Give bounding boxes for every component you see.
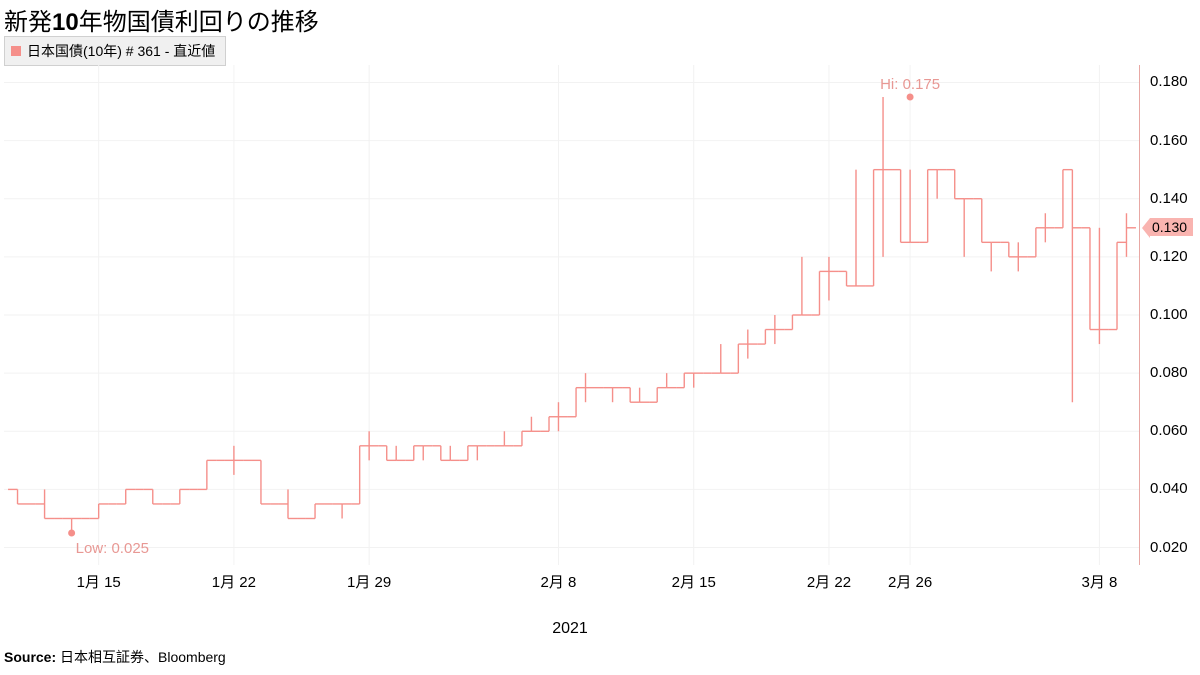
ytick-label: 0.040 xyxy=(1150,480,1188,497)
chart-plot: 1月 15 1月 22 1月 29 2月 8 2月 15 2月 22 2月 26 3月 8 Hi… xyxy=(4,65,1140,600)
title-prefix: 新発 xyxy=(4,9,52,36)
source-label: Source: xyxy=(4,649,56,665)
svg-text:1月 22: 1月 22 xyxy=(212,574,256,591)
title-suffix: 年物国債利回りの推移 xyxy=(79,9,319,36)
legend-swatch-icon xyxy=(11,46,21,56)
svg-text:Hi: 0.175: Hi: 0.175 xyxy=(880,76,940,93)
svg-text:2月 15: 2月 15 xyxy=(672,574,716,591)
ytick-label: 0.160 xyxy=(1150,132,1188,149)
ytick-label: 0.020 xyxy=(1150,539,1188,556)
svg-text:2月 26: 2月 26 xyxy=(888,574,932,591)
source-line: Source: 日本相互証券、Bloomberg xyxy=(4,647,226,667)
title-bold: 10 xyxy=(52,9,79,36)
source-text: 日本相互証券、Bloomberg xyxy=(56,649,226,665)
xaxis-year-label: 2021 xyxy=(0,620,1140,638)
last-value-flag: 0.130 xyxy=(1150,218,1193,236)
chart-container: 新発10年物国債利回りの推移 日本国債(10年) # 361 - 直近値 1月 … xyxy=(0,0,1200,675)
legend: 日本国債(10年) # 361 - 直近値 xyxy=(4,36,226,66)
ytick-label: 0.140 xyxy=(1150,190,1188,207)
ytick-label: 0.060 xyxy=(1150,422,1188,439)
svg-text:Low: 0.025: Low: 0.025 xyxy=(76,540,149,557)
svg-text:1月 29: 1月 29 xyxy=(347,574,391,591)
ytick-label: 0.120 xyxy=(1150,248,1188,265)
svg-text:1月 15: 1月 15 xyxy=(77,574,121,591)
svg-text:2月 22: 2月 22 xyxy=(807,574,851,591)
svg-text:3月 8: 3月 8 xyxy=(1081,574,1117,591)
ytick-label: 0.100 xyxy=(1150,306,1188,323)
last-value-text: 0.130 xyxy=(1152,219,1187,235)
ytick-label: 0.180 xyxy=(1150,73,1188,90)
legend-label: 日本国債(10年) # 361 - 直近値 xyxy=(27,41,215,61)
svg-text:2月 8: 2月 8 xyxy=(541,574,577,591)
ytick-label: 0.080 xyxy=(1150,364,1188,381)
chart-title: 新発10年物国債利回りの推移 xyxy=(4,2,319,37)
